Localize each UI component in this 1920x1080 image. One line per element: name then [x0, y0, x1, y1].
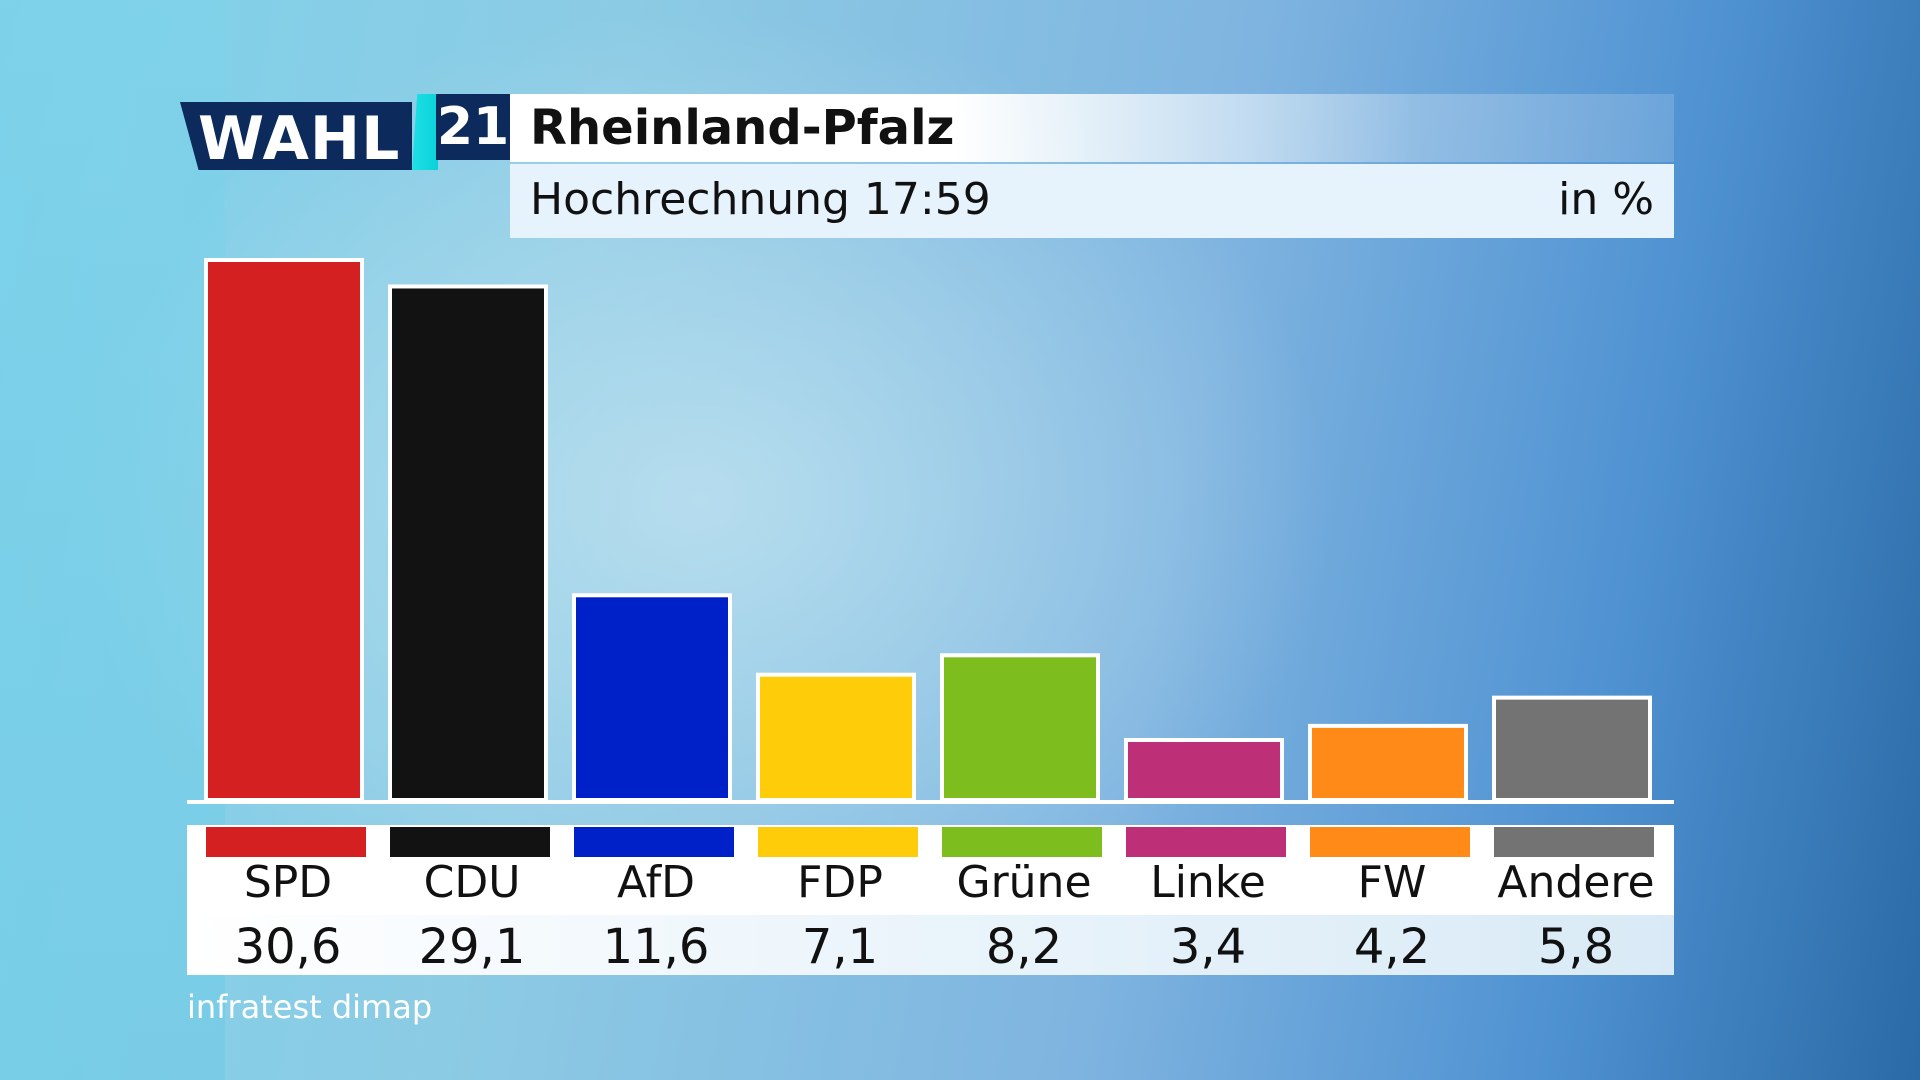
- legend-swatch-andere: [1494, 827, 1654, 857]
- logo-word: WAHL: [198, 104, 401, 174]
- chart-title: Rheinland-Pfalz: [530, 100, 955, 156]
- bar-grüne: [940, 653, 1100, 803]
- legend-swatch-grüne: [942, 827, 1102, 857]
- bar-andere: [1492, 695, 1652, 802]
- party-name-afd: AfD: [617, 857, 695, 908]
- bar-fw: [1308, 723, 1468, 802]
- source-credit: infratest dimap: [187, 988, 433, 1026]
- party-value-linke: 3,4: [1169, 919, 1247, 975]
- legend-names-row: SPD CDU AfD FDP Grüne Linke FW Andere: [187, 825, 1674, 915]
- chart-subtitle: Hochrechnung 17:59: [530, 174, 991, 225]
- party-value-fdp: 7,1: [801, 919, 879, 975]
- bar-fdp: [756, 672, 916, 802]
- bar-afd: [572, 593, 732, 803]
- unit-label: in %: [1558, 174, 1654, 225]
- logo-accent-stripe: [412, 94, 438, 170]
- header-subtitle-bar: Hochrechnung 17:59 in %: [510, 164, 1674, 238]
- legend-swatch-cdu: [390, 827, 550, 857]
- party-name-linke: Linke: [1150, 857, 1266, 908]
- legend-values-row: 30,6 29,1 11,6 7,1 8,2 3,4 4,2 5,8: [187, 915, 1674, 975]
- party-value-andere: 5,8: [1537, 919, 1615, 975]
- legend-swatch-spd: [206, 827, 366, 857]
- bar-spd: [204, 258, 364, 802]
- party-name-grüne: Grüne: [956, 857, 1092, 908]
- legend-swatch-fw: [1310, 827, 1470, 857]
- party-value-fw: 4,2: [1353, 919, 1431, 975]
- legend-swatch-afd: [574, 827, 734, 857]
- legend-swatch-linke: [1126, 827, 1286, 857]
- party-value-grüne: 8,2: [985, 919, 1063, 975]
- chart-baseline: [187, 800, 1674, 804]
- party-name-andere: Andere: [1497, 857, 1655, 908]
- party-name-fdp: FDP: [797, 857, 883, 908]
- party-value-spd: 30,6: [234, 919, 342, 975]
- party-value-afd: 11,6: [602, 919, 710, 975]
- logo-number: 21: [436, 94, 510, 160]
- header-title-bar: Rheinland-Pfalz: [510, 94, 1674, 162]
- party-value-cdu: 29,1: [418, 919, 526, 975]
- bar-chart: [187, 258, 1674, 804]
- party-name-spd: SPD: [243, 857, 333, 908]
- party-name-fw: FW: [1357, 857, 1427, 908]
- bar-linke: [1124, 738, 1284, 802]
- party-name-cdu: CDU: [423, 857, 521, 908]
- bar-cdu: [388, 284, 548, 802]
- legend-swatch-fdp: [758, 827, 918, 857]
- legend-panel: SPD CDU AfD FDP Grüne Linke FW Andere 30,6 29,1 1…: [187, 825, 1674, 975]
- wahl-logo: WAHL: [180, 102, 412, 170]
